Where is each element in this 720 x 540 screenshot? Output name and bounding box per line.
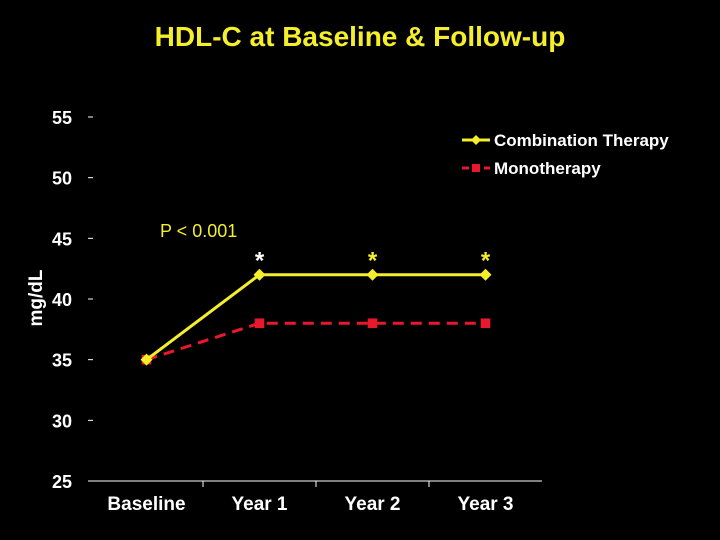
data-point xyxy=(254,318,265,329)
data-point xyxy=(140,353,153,366)
y-tick-label: 25 xyxy=(52,472,72,492)
y-tick-label: 45 xyxy=(52,229,72,249)
data-point xyxy=(253,268,266,281)
legend-label: Combination Therapy xyxy=(494,131,669,150)
annotations: P < 0.001 * * * xyxy=(160,221,491,275)
p-value-annotation: P < 0.001 xyxy=(160,221,237,241)
data-point xyxy=(479,268,492,281)
legend: Combination Therapy Monotherapy xyxy=(462,131,669,178)
y-tick-label: 30 xyxy=(52,411,72,431)
y-tick-label: 55 xyxy=(52,108,72,128)
chart-title: HDL-C at Baseline & Follow-up xyxy=(155,21,566,52)
y-tick-label: 35 xyxy=(52,351,72,371)
legend-label: Monotherapy xyxy=(494,159,601,178)
x-tick-label: Baseline xyxy=(107,494,185,515)
y-axis-label: mg/dL xyxy=(26,269,47,326)
legend-item: Monotherapy xyxy=(462,159,601,178)
data-point xyxy=(366,268,379,281)
y-tick-label: 50 xyxy=(52,169,72,189)
diamond-marker xyxy=(471,135,481,145)
series-combination-therapy xyxy=(140,268,492,366)
legend-item: Combination Therapy xyxy=(462,131,669,150)
significance-star: * xyxy=(255,248,265,275)
series-layer xyxy=(140,268,492,366)
x-tick-label: Year 2 xyxy=(345,494,401,515)
x-tick-label: Year 1 xyxy=(232,494,288,515)
series-line xyxy=(146,321,486,362)
significance-star: * xyxy=(368,248,378,275)
x-tick-label: Year 3 xyxy=(458,494,514,515)
axes: 25 30 35 40 45 50 55 Baseline Year 1 Year 2 Year 3 xyxy=(52,108,542,515)
data-point xyxy=(480,318,491,329)
series-line xyxy=(145,273,486,361)
data-point xyxy=(367,318,378,329)
significance-star: * xyxy=(481,248,491,275)
y-tick-label: 40 xyxy=(52,290,72,310)
square-marker xyxy=(472,164,480,172)
